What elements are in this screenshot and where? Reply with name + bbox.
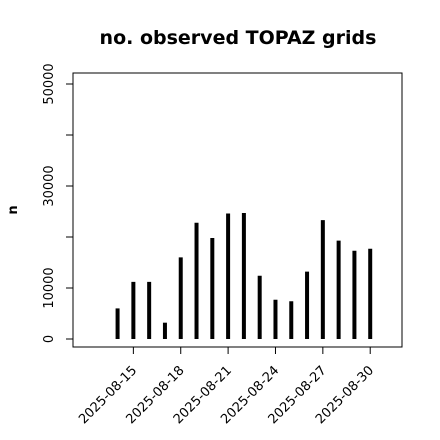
y-axis: 0 10000 30000 50000	[42, 63, 73, 343]
chart-title: no. observed TOPAZ grids	[100, 27, 377, 49]
plot-frame	[72, 72, 403, 348]
y-tick-label-10000: 10000	[42, 267, 57, 308]
y-tick-label-0: 0	[42, 335, 57, 343]
y-tick-label-30000: 30000	[42, 165, 57, 206]
bars-group	[115, 213, 373, 339]
y-axis-label: n	[6, 205, 21, 214]
y-tick-label-50000: 50000	[42, 63, 57, 104]
x-axis: 2025-08-152025-08-182025-08-212025-08-24…	[76, 347, 377, 427]
